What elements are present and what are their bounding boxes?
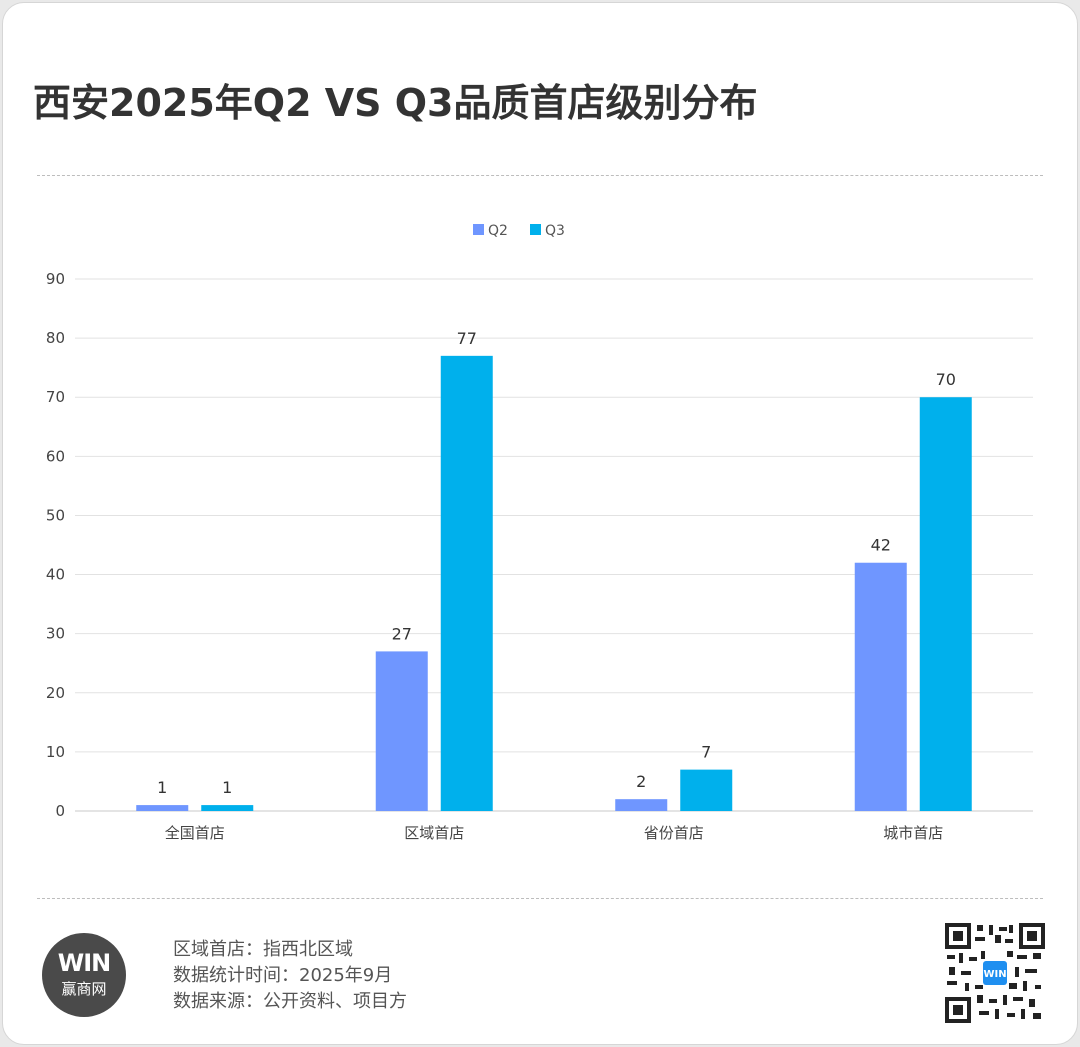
x-tick-label: 省份首店	[644, 824, 704, 842]
bar-q2	[615, 799, 668, 811]
y-tick-label: 70	[46, 388, 65, 406]
data-label: 77	[457, 329, 477, 348]
data-label: 1	[222, 778, 232, 797]
data-label: 70	[936, 370, 956, 389]
legend-label-q2: Q2	[488, 223, 508, 239]
data-label: 2	[636, 772, 646, 791]
chart-title: 西安2025年Q2 VS Q3品质首店级别分布	[33, 81, 758, 125]
y-tick-label: 20	[46, 684, 65, 702]
y-tick-label: 0	[55, 802, 65, 820]
footer-note-date: 数据统计时间：2025年9月	[173, 965, 393, 986]
y-tick-label: 60	[46, 447, 65, 465]
winshang-logo: WIN 赢商网	[42, 933, 126, 1017]
x-tick-label: 城市首店	[883, 824, 943, 842]
footer-notes: 区域首店：指西北区域 数据统计时间：2025年9月 数据来源：公开资料、项目方	[173, 937, 407, 1015]
y-tick-label: 10	[46, 743, 65, 761]
legend-label-q3: Q3	[545, 223, 565, 239]
bar-q2	[375, 651, 428, 811]
data-label: 7	[701, 743, 711, 762]
bar-q3	[440, 355, 493, 811]
x-tick-label: 区域首店	[404, 824, 464, 842]
logo-mark: WIN	[57, 949, 112, 977]
y-tick-label: 50	[46, 506, 65, 524]
x-tick-label: 全国首店	[165, 824, 225, 842]
svg-text:WIN: WIN	[983, 969, 1006, 980]
footer-note-source: 数据来源：公开资料、项目方	[173, 991, 407, 1012]
top-divider	[37, 175, 1043, 176]
bar-q3	[919, 397, 972, 811]
bar-q3	[680, 769, 733, 811]
logo-name: 赢商网	[61, 980, 107, 998]
legend-swatch-q3	[530, 224, 541, 235]
data-label: 1	[157, 778, 167, 797]
qr-code-icon: WIN	[945, 923, 1045, 1023]
legend-swatch-q2	[473, 224, 484, 235]
y-tick-label: 80	[46, 329, 65, 347]
y-tick-label: 90	[46, 270, 65, 288]
data-label: 42	[871, 536, 891, 555]
y-tick-label: 30	[46, 625, 65, 643]
bottom-divider	[37, 898, 1043, 899]
bar-q2	[854, 562, 907, 811]
bar-q2	[136, 805, 189, 811]
footer-note-definition: 区域首店：指西北区域	[173, 939, 353, 960]
y-tick-label: 40	[46, 566, 65, 584]
bar-q3	[201, 805, 254, 811]
data-label: 27	[392, 624, 412, 643]
